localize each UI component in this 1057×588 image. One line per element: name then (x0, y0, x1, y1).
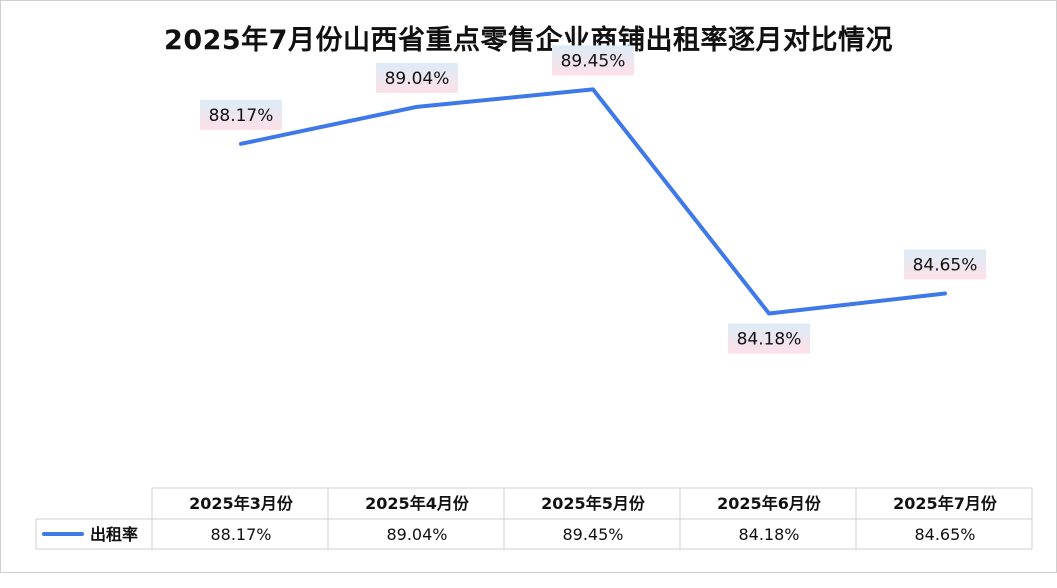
chart-title: 2025年7月份山西省重点零售企业商铺出租率逐月对比情况 (164, 25, 893, 56)
data-label-text: 84.65% (913, 256, 978, 276)
table-header-cell: 2025年7月份 (893, 494, 998, 513)
table-header-cell: 2025年3月份 (189, 494, 294, 513)
series-line (239, 87, 947, 316)
legend-label: 出租率 (90, 525, 138, 544)
data-label-bg (200, 99, 282, 130)
data-label-bg (904, 249, 986, 280)
table-value-cell: 88.17% (210, 525, 271, 544)
data-label: 84.65% (904, 249, 986, 280)
data-label-bg (728, 323, 810, 354)
table-value-cell: 84.65% (914, 525, 975, 544)
data-label: 84.18% (728, 323, 810, 354)
data-label-text: 89.04% (385, 69, 450, 89)
table-header-cell: 2025年5月份 (541, 494, 646, 513)
data-label-bg (376, 62, 458, 93)
data-label-text: 84.18% (737, 330, 802, 350)
data-label: 89.04% (376, 62, 458, 93)
data-label-bg (552, 45, 634, 76)
table-header-cell: 2025年4月份 (365, 494, 470, 513)
data-label: 89.45% (552, 45, 634, 76)
data-label-text: 88.17% (209, 106, 274, 126)
table-value-cell: 84.18% (738, 525, 799, 544)
data-label: 88.17% (200, 99, 282, 130)
table-value-cell: 89.45% (562, 525, 623, 544)
table-header-cell: 2025年6月份 (717, 494, 822, 513)
table-value-cell: 89.04% (386, 525, 447, 544)
data-label-text: 89.45% (561, 51, 626, 71)
